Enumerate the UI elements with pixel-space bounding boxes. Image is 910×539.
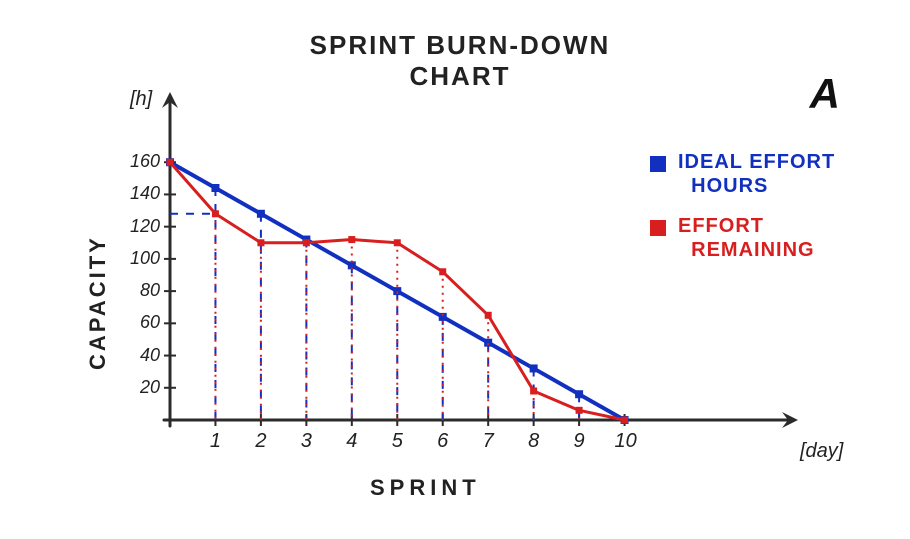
chart-svg [0,0,910,539]
y-tick-label: 60 [120,312,160,333]
x-tick-label: 9 [569,430,589,453]
y-tick-label: 80 [120,280,160,301]
y-tick-label: 20 [120,377,160,398]
x-tick-label: 8 [524,430,544,453]
y-tick-label: 40 [120,345,160,366]
x-tick-label: 1 [205,430,225,453]
x-tick-label: 7 [478,430,498,453]
x-tick-label: 3 [296,430,316,453]
x-tick-label: 10 [615,430,635,453]
y-tick-label: 120 [120,216,160,237]
y-tick-label: 140 [120,183,160,204]
chart-stage: SPRINT BURN-DOWN CHART A [h] [day] CAPAC… [0,0,910,539]
x-tick-label: 4 [342,430,362,453]
x-tick-label: 2 [251,430,271,453]
y-tick-label: 100 [120,248,160,269]
x-tick-label: 6 [433,430,453,453]
x-tick-label: 5 [387,430,407,453]
y-tick-label: 160 [120,151,160,172]
